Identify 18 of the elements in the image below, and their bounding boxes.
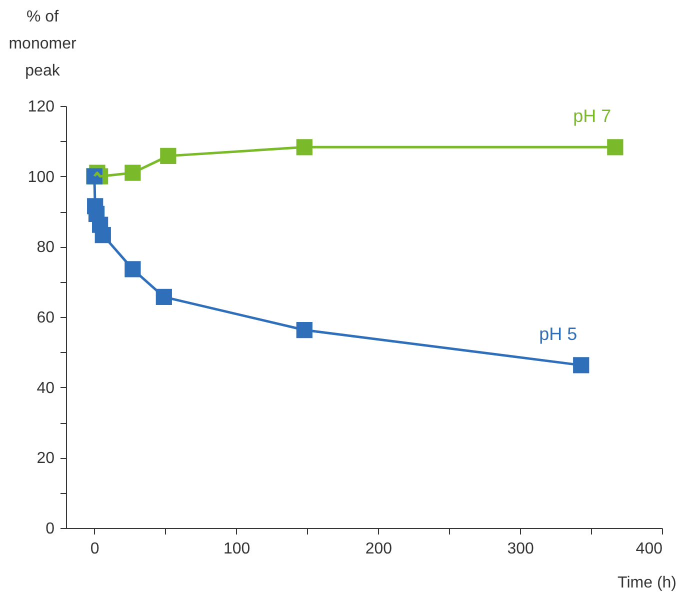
x-tick-label: 0 xyxy=(90,540,100,558)
point xyxy=(573,357,590,374)
x-tick-label: 100 xyxy=(223,540,250,558)
x-tick-label: 200 xyxy=(365,540,392,558)
y-axis-title: % of monomer peak xyxy=(8,8,77,80)
y-tick-label: 20 xyxy=(36,450,55,468)
x-axis-title: Time (h) xyxy=(618,574,676,592)
series-label: pH 7 xyxy=(573,106,612,126)
y-tick-label: 120 xyxy=(28,98,55,116)
x-tick-label: 300 xyxy=(507,540,534,558)
y-tick-label: 60 xyxy=(36,310,55,326)
point xyxy=(607,139,624,156)
y-tick-label: 80 xyxy=(36,239,55,256)
y-tick-label: 40 xyxy=(36,380,55,397)
x-tick-label: 400 xyxy=(636,540,663,558)
y-tick-label: 0 xyxy=(46,520,55,538)
series-label: pH 5 xyxy=(539,324,578,344)
y-tick-label: 100 xyxy=(28,168,55,186)
